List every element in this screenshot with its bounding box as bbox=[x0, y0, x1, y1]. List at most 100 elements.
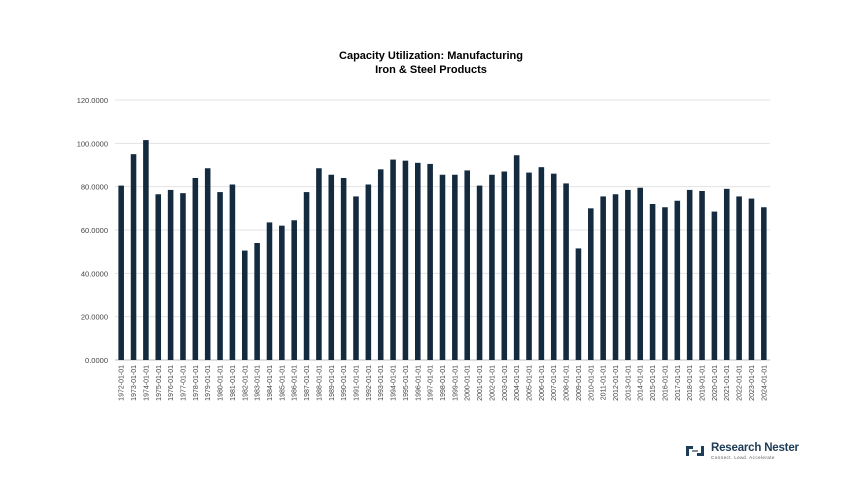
bar bbox=[415, 162, 421, 360]
bar bbox=[254, 243, 260, 360]
bar bbox=[761, 207, 767, 360]
x-tick-label: 1995-01-01 bbox=[403, 365, 410, 401]
logo-name-nester: Nester bbox=[764, 442, 799, 454]
x-tick-label: 2002-01-01 bbox=[489, 365, 496, 401]
bar bbox=[365, 184, 372, 360]
x-tick-label: 2014-01-01 bbox=[638, 365, 645, 401]
bar bbox=[204, 168, 211, 360]
x-tick-label: 1983-01-01 bbox=[255, 365, 262, 401]
x-tick-label: 1978-01-01 bbox=[193, 365, 200, 401]
x-tick-label: 2015-01-01 bbox=[650, 365, 657, 401]
bar bbox=[575, 248, 582, 360]
x-tick-label: 1980-01-01 bbox=[218, 365, 225, 401]
x-tick-label: 2010-01-01 bbox=[588, 365, 595, 401]
bar bbox=[476, 185, 483, 360]
x-tick-label: 1981-01-01 bbox=[230, 365, 237, 401]
bar bbox=[489, 174, 495, 360]
chart-title: Capacity Utilization: Manufacturing Iron… bbox=[0, 49, 862, 77]
x-tick-label: 1984-01-01 bbox=[267, 365, 274, 401]
bar bbox=[526, 172, 532, 360]
bar bbox=[167, 189, 174, 360]
bar bbox=[217, 192, 223, 360]
x-axis-tick-labels: 1972-01-01 1973-01-01 1974-01-01 1975-01-01… bbox=[119, 365, 769, 401]
x-tick-label: 2022-01-01 bbox=[737, 365, 744, 401]
x-tick-label: 1990-01-01 bbox=[341, 365, 348, 401]
x-tick-label: 2008-01-01 bbox=[564, 365, 571, 401]
x-tick-label: 2003-01-01 bbox=[502, 365, 509, 401]
x-tick-label: 2016-01-01 bbox=[662, 365, 669, 401]
bar bbox=[588, 208, 594, 360]
x-tick-label: 1976-01-01 bbox=[168, 365, 175, 401]
bar bbox=[439, 174, 446, 360]
x-tick-label: 1975-01-01 bbox=[156, 365, 163, 401]
bar bbox=[180, 193, 186, 360]
x-tick-label: 1987-01-01 bbox=[304, 365, 311, 401]
bar bbox=[241, 250, 248, 360]
logo-name: Research Nester bbox=[711, 442, 799, 454]
x-tick-label: 2009-01-01 bbox=[576, 365, 583, 401]
bar bbox=[513, 155, 520, 360]
x-tick-label: 2017-01-01 bbox=[675, 365, 682, 401]
x-tick-label: 1985-01-01 bbox=[279, 365, 286, 401]
y-tick-label: 20.0000 bbox=[81, 313, 108, 322]
x-tick-label: 1996-01-01 bbox=[415, 365, 422, 401]
bar bbox=[130, 154, 137, 360]
logo-tagline: Connect. Lead. Accelerate bbox=[711, 455, 775, 460]
bar bbox=[155, 194, 162, 360]
logo-name-research: Research bbox=[711, 442, 765, 454]
chart-title-line-1: Capacity Utilization: Manufacturing bbox=[339, 50, 523, 62]
x-tick-label: 2011-01-01 bbox=[601, 365, 608, 400]
bar bbox=[229, 184, 236, 360]
y-tick-label: 120.0000 bbox=[77, 96, 108, 105]
y-tick-label: 80.0000 bbox=[81, 183, 108, 192]
x-tick-label: 1986-01-01 bbox=[292, 365, 299, 401]
research-nester-logo-icon bbox=[686, 446, 704, 456]
bar bbox=[699, 191, 705, 360]
bar bbox=[686, 189, 693, 360]
x-tick-label: 1989-01-01 bbox=[329, 365, 336, 401]
bar bbox=[328, 174, 335, 360]
x-tick-label: 1977-01-01 bbox=[180, 365, 187, 401]
y-tick-label: 0.0000 bbox=[85, 356, 108, 365]
bar bbox=[340, 178, 347, 360]
bar bbox=[748, 198, 755, 360]
x-tick-label: 1973-01-01 bbox=[131, 365, 138, 401]
x-tick-label: 2005-01-01 bbox=[527, 365, 534, 401]
x-tick-label: 2019-01-01 bbox=[700, 365, 707, 401]
bar bbox=[711, 211, 718, 360]
bar bbox=[563, 183, 569, 360]
x-tick-label: 1993-01-01 bbox=[378, 365, 385, 401]
bar bbox=[649, 204, 656, 360]
x-tick-label: 2023-01-01 bbox=[749, 365, 756, 401]
y-tick-label: 40.0000 bbox=[81, 269, 108, 278]
bar bbox=[279, 225, 285, 360]
bar bbox=[192, 178, 199, 360]
x-tick-label: 2018-01-01 bbox=[687, 365, 694, 401]
bar bbox=[674, 200, 681, 360]
x-tick-label: 1992-01-01 bbox=[366, 365, 373, 401]
bar bbox=[625, 189, 631, 360]
bar bbox=[538, 167, 545, 360]
x-tick-label: 2012-01-01 bbox=[613, 365, 620, 401]
x-tick-label: 1994-01-01 bbox=[391, 365, 398, 401]
bar bbox=[353, 196, 359, 360]
y-tick-label: 60.0000 bbox=[81, 226, 108, 235]
x-tick-label: 2021-01-01 bbox=[724, 365, 731, 401]
bar bbox=[612, 194, 619, 360]
bar bbox=[464, 170, 470, 360]
x-tick-label: 1979-01-01 bbox=[205, 365, 212, 401]
bar bbox=[550, 173, 557, 360]
x-tick-label: 1972-01-01 bbox=[119, 365, 126, 401]
x-tick-label: 1999-01-01 bbox=[452, 365, 459, 401]
bar bbox=[291, 220, 297, 360]
chart-title-line-2: Iron & Steel Products bbox=[375, 64, 487, 76]
bars bbox=[118, 140, 767, 360]
bar bbox=[637, 187, 644, 360]
bar bbox=[377, 169, 384, 360]
x-tick-label: 2020-01-01 bbox=[712, 365, 719, 401]
bar bbox=[452, 174, 458, 360]
x-tick-label: 2006-01-01 bbox=[539, 365, 546, 401]
x-tick-label: 2004-01-01 bbox=[514, 365, 521, 401]
bar bbox=[118, 185, 124, 360]
